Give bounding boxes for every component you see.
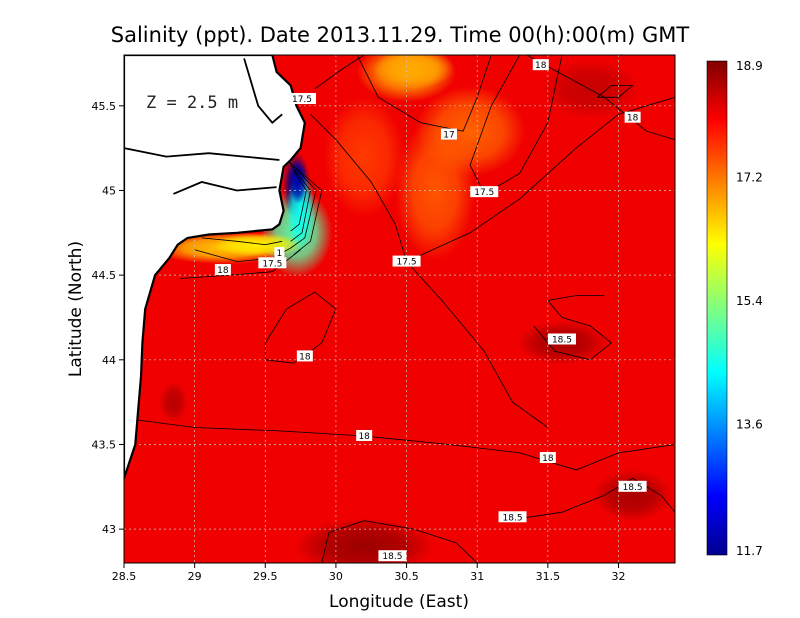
contour-line <box>533 295 613 361</box>
contour-label-bg <box>547 333 576 345</box>
y-tick-label: 43 <box>102 523 116 536</box>
contour-line <box>406 96 675 262</box>
contour-label-bg <box>392 255 421 267</box>
contour-label-bg <box>539 452 556 464</box>
colorbar-ticks: 18.9 17.2 15.4 13.6 11.7 <box>736 59 763 558</box>
x-tick-label: 30.5 <box>394 570 419 583</box>
colorbar-tick-label: 13.6 <box>736 418 763 432</box>
contour-line <box>201 237 283 246</box>
contour-line <box>321 520 478 563</box>
y-tick-label: 45.5 <box>92 100 117 113</box>
contour-label: 18 <box>299 352 311 362</box>
coastline <box>173 181 277 195</box>
contour-label-bg <box>214 264 231 276</box>
x-tick-label: 30 <box>329 570 343 583</box>
y-axis-ticks: 43 43.5 44 44.5 45 45.5 <box>92 100 124 536</box>
colorbar-tick-label: 17.2 <box>736 171 763 185</box>
chart-title: Salinity (ppt). Date 2013.11.29. Time 00… <box>111 23 690 47</box>
salinity-blob <box>415 86 526 177</box>
contour-label-bg <box>274 247 285 259</box>
x-tick-label: 29 <box>188 570 202 583</box>
contour-line <box>281 156 323 256</box>
coastline <box>124 147 280 161</box>
salinity-blob <box>373 55 454 89</box>
contour-line <box>356 55 492 132</box>
x-tick-label: 28.5 <box>112 570 137 583</box>
y-tick-label: 43.5 <box>92 438 117 451</box>
contour-label: 18.5 <box>552 335 572 345</box>
salinity-blob <box>324 96 405 217</box>
contour-line <box>290 169 307 232</box>
colorbar-tick-label: 11.7 <box>736 544 763 558</box>
salinity-blob <box>159 382 188 423</box>
contour-label: 18.5 <box>503 513 523 523</box>
salinity-blob <box>592 469 673 522</box>
y-tick-label: 44 <box>102 354 116 367</box>
x-tick-label: 31.5 <box>536 570 561 583</box>
contour-label: 17.5 <box>292 95 312 105</box>
contour-line <box>131 418 675 471</box>
plot-area: 1817.5181717.517.5117.5181818.5181818.51… <box>124 55 675 563</box>
coastline <box>243 58 283 124</box>
contour-label-bg <box>624 111 641 123</box>
contour-label: 17.5 <box>262 259 282 269</box>
contour-label-bg <box>498 511 527 523</box>
colorbar-tick-label: 18.9 <box>736 59 763 73</box>
contour-label: 18.5 <box>623 483 643 493</box>
y-tick-label: 44.5 <box>92 269 117 282</box>
contour-label-bg <box>296 350 313 362</box>
salinity-blob <box>213 232 304 257</box>
contour-line <box>314 55 365 90</box>
x-tick-label: 32 <box>611 570 625 583</box>
x-axis-ticks: 28.5 29 29.5 30 30.5 31 31.5 32 <box>112 563 625 583</box>
contour-label-bg <box>288 93 317 105</box>
contour-line <box>180 249 301 279</box>
contour-label-bg <box>258 257 287 269</box>
coastline <box>124 55 306 480</box>
contour-label-bg <box>356 430 373 441</box>
contour-label: 18 <box>358 432 370 442</box>
contour-labels: 1817.5181717.517.5117.5181818.5181818.51… <box>214 59 647 562</box>
colorbar-tick-label: 15.4 <box>736 294 763 308</box>
salinity-blob <box>540 58 641 119</box>
contour-label: 18 <box>535 61 547 71</box>
contour-label: 17 <box>443 131 454 141</box>
contour-label-bg <box>618 480 647 492</box>
contour-line <box>597 85 634 98</box>
y-axis-label: Latitude (North) <box>66 241 86 377</box>
contour-line <box>290 164 311 242</box>
y-tick-label: 45 <box>102 184 116 197</box>
contour-label-bg <box>532 59 549 71</box>
contour-label-bg <box>440 128 457 140</box>
contour-label: 18 <box>627 114 639 124</box>
contour-line <box>287 159 317 249</box>
contour-label: 17.5 <box>397 258 417 268</box>
salinity-field <box>124 55 675 563</box>
contour-label-bg <box>470 186 499 198</box>
salinity-blob <box>294 518 435 563</box>
plot-frame <box>123 54 676 564</box>
salinity-blob <box>288 160 307 204</box>
x-tick-label: 31 <box>470 570 484 583</box>
contour-label: 17.5 <box>474 188 494 198</box>
depth-label: Z = 2.5 m <box>146 93 238 113</box>
contour-label: 18 <box>217 266 229 276</box>
x-tick-label: 29.5 <box>253 570 278 583</box>
x-axis-label: Longitude (East) <box>329 592 469 612</box>
contour-label: 18.5 <box>382 552 402 562</box>
land-mask <box>124 55 306 480</box>
contour-label-bg <box>378 550 407 562</box>
contour-label: 1 <box>277 249 283 259</box>
colorbar <box>706 60 728 556</box>
contour-label: 18 <box>542 454 554 464</box>
